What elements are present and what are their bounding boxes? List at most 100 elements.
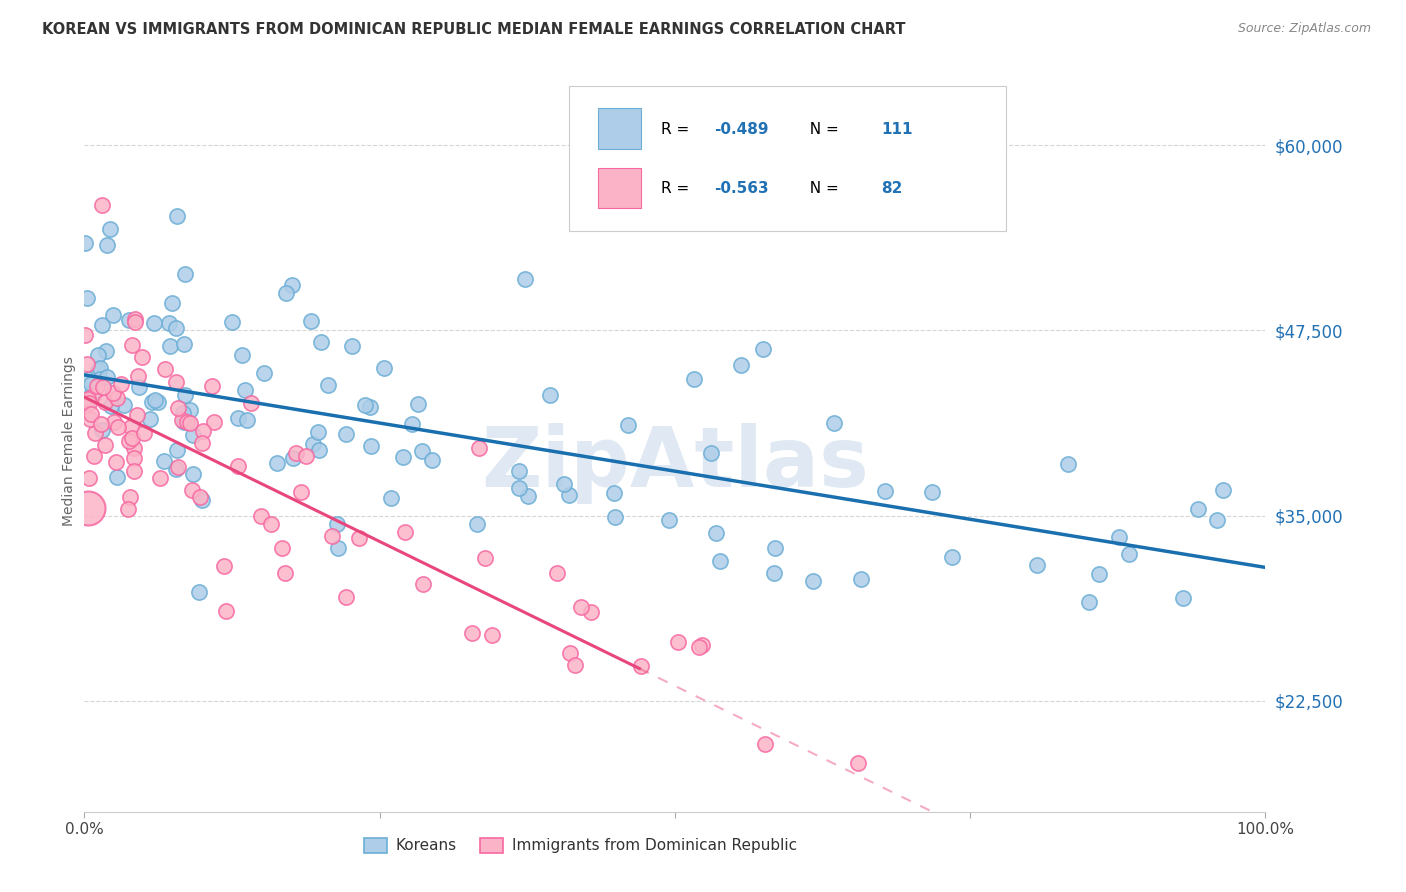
Point [762, 566, 785, 580]
Point [294, 449, 316, 463]
Point [82, 389, 104, 403]
Point [474, 550, 496, 565]
Point [79, 412, 101, 426]
Point [1108, 530, 1130, 544]
Point [1206, 513, 1229, 527]
Text: R =: R = [661, 121, 693, 136]
Point [124, 315, 146, 329]
Point [117, 502, 139, 516]
Point [1187, 502, 1209, 516]
Point [307, 425, 329, 439]
Point [173, 267, 195, 281]
Point [122, 441, 145, 455]
Point [165, 462, 187, 476]
Point [271, 541, 294, 555]
Point [468, 441, 491, 455]
Point [173, 415, 195, 429]
Point [176, 415, 198, 429]
Point [704, 525, 727, 540]
Point [155, 361, 177, 376]
Point [558, 488, 581, 502]
Point [266, 456, 288, 470]
Point [465, 517, 488, 532]
Point [616, 418, 638, 433]
Point [290, 484, 312, 499]
Point [700, 445, 723, 459]
Point [103, 415, 125, 429]
Point [221, 315, 243, 329]
Point [98, 222, 121, 236]
Point [280, 278, 302, 293]
Point [326, 541, 349, 555]
Point [179, 416, 201, 430]
Point [132, 425, 155, 440]
Point [84, 425, 107, 440]
Point [146, 394, 169, 409]
Point [127, 368, 149, 383]
Point [193, 424, 215, 438]
Text: N =: N = [800, 181, 844, 196]
Point [121, 420, 143, 434]
Point [226, 410, 249, 425]
Point [517, 489, 540, 503]
Point [422, 452, 444, 467]
Point [342, 339, 364, 353]
Point [240, 396, 263, 410]
Point [394, 524, 416, 539]
Point [603, 486, 626, 500]
Point [181, 428, 204, 442]
Point [236, 413, 259, 427]
Point [188, 585, 211, 599]
Point [104, 455, 127, 469]
Point [174, 388, 197, 402]
Text: -0.489: -0.489 [714, 121, 768, 136]
Point [107, 420, 129, 434]
Point [80, 407, 103, 421]
Point [846, 756, 869, 770]
Point [118, 434, 141, 448]
Point [94, 394, 117, 409]
Point [94, 437, 117, 451]
Point [481, 628, 503, 642]
Point [80, 386, 103, 401]
Point [284, 445, 307, 459]
Point [143, 316, 166, 330]
Point [1078, 595, 1101, 609]
Point [460, 625, 482, 640]
Point [125, 408, 148, 422]
Text: -0.563: -0.563 [714, 181, 769, 196]
Point [96, 369, 118, 384]
Point [105, 391, 128, 405]
Point [79, 471, 101, 485]
Point [546, 566, 568, 580]
Point [1056, 457, 1078, 471]
Point [110, 377, 132, 392]
Point [80, 377, 103, 392]
Point [316, 377, 339, 392]
Point [165, 321, 187, 335]
Point [143, 392, 166, 407]
Point [688, 640, 710, 654]
Point [260, 517, 283, 532]
Point [190, 435, 212, 450]
Point [89, 372, 111, 386]
Point [120, 490, 142, 504]
Text: ZipAtlas: ZipAtlas [481, 423, 869, 504]
Point [183, 467, 205, 481]
Point [91, 423, 114, 437]
Point [359, 401, 381, 415]
Point [412, 577, 434, 591]
Point [87, 347, 110, 361]
Point [138, 412, 160, 426]
Point [658, 513, 681, 527]
Point [308, 443, 330, 458]
Point [311, 335, 333, 350]
Bar [598, 168, 641, 209]
Point [538, 388, 561, 402]
Point [128, 379, 150, 393]
Point [122, 464, 145, 478]
Point [849, 572, 872, 586]
Point [754, 737, 776, 751]
Text: 111: 111 [882, 121, 912, 136]
Point [212, 559, 235, 574]
